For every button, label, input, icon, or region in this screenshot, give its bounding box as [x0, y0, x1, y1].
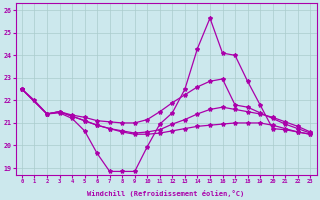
X-axis label: Windchill (Refroidissement éolien,°C): Windchill (Refroidissement éolien,°C) [87, 190, 245, 197]
